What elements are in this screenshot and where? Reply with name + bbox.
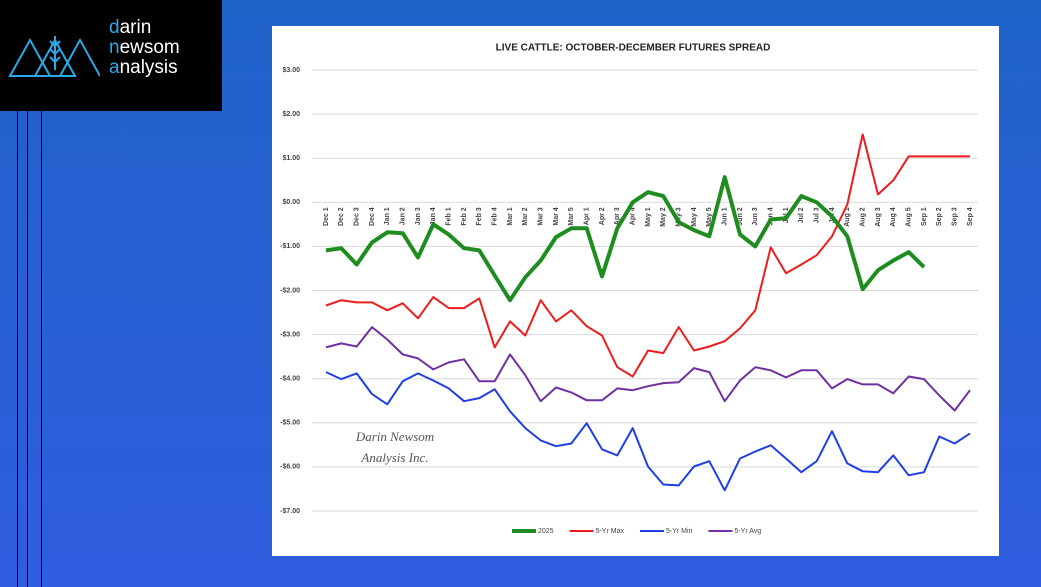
legend-label: 2025	[538, 528, 554, 535]
x-tick-label: Jul 2	[798, 207, 805, 223]
x-tick-label: Sep 4	[967, 207, 974, 226]
x-tick-label: May 4	[691, 207, 698, 227]
y-tick-label: -$7.00	[280, 508, 300, 515]
x-tick-label: Aug 3	[875, 207, 882, 227]
divider	[17, 111, 18, 587]
x-tick-label: Mar 3	[538, 207, 545, 225]
x-tick-label: Jan 3	[415, 207, 422, 225]
watermark: Analysis Inc.	[360, 450, 428, 465]
x-tick-label: May 5	[706, 207, 713, 227]
x-tick-label: Feb 4	[492, 207, 499, 225]
y-tick-label: -$5.00	[280, 420, 300, 427]
y-tick-label: $1.00	[282, 155, 300, 162]
x-tick-label: Aug 4	[890, 207, 897, 227]
legend-label: 5-Yr Avg	[734, 528, 761, 535]
logo-text: darin newsom analysis	[109, 18, 180, 78]
series-line	[325, 133, 970, 378]
x-tick-label: May 2	[660, 207, 667, 227]
x-tick-label: Jun 4	[768, 207, 775, 225]
x-tick-label: Jun 3	[752, 207, 759, 225]
x-tick-label: Mar 1	[507, 207, 514, 225]
watermark: Darin Newsom	[355, 429, 434, 444]
logo-icon	[8, 36, 100, 77]
divider	[41, 111, 42, 587]
x-tick-label: Sep 3	[952, 207, 959, 226]
y-tick-label: -$3.00	[280, 331, 300, 338]
x-tick-label: Apr 4	[630, 207, 637, 225]
x-tick-label: Feb 3	[476, 207, 483, 225]
legend-label: 5-Yr Max	[596, 528, 625, 535]
legend-label: 5-Yr Min	[666, 528, 693, 535]
x-tick-label: Feb 1	[446, 207, 453, 225]
x-tick-label: Dec 2	[338, 207, 345, 226]
x-tick-label: Jan 1	[384, 207, 391, 225]
chart-panel: LIVE CATTLE: OCTOBER-DECEMBER FUTURES SP…	[272, 26, 999, 556]
logo: darin newsom analysis	[0, 0, 222, 111]
x-tick-label: Apr 3	[614, 207, 621, 225]
series-line	[325, 371, 971, 492]
x-tick-label: Sep 1	[921, 207, 928, 226]
series-line	[325, 326, 971, 412]
x-tick-label: Mar 2	[522, 207, 529, 225]
y-tick-label: $3.00	[282, 67, 300, 74]
y-tick-label: -$6.00	[280, 464, 300, 471]
y-tick-label: -$4.00	[280, 376, 300, 383]
y-tick-label: -$1.00	[280, 243, 300, 250]
y-tick-label: -$2.00	[280, 287, 300, 294]
x-tick-label: Dec 4	[369, 207, 376, 226]
x-tick-label: May 1	[645, 207, 652, 227]
x-tick-label: Jul 3	[814, 207, 821, 223]
x-tick-label: Jan 2	[400, 207, 407, 225]
x-tick-label: Feb 2	[461, 207, 468, 225]
x-tick-label: May 3	[676, 207, 683, 227]
x-tick-label: Sep 2	[936, 207, 943, 226]
y-tick-label: $0.00	[282, 199, 300, 206]
x-tick-label: Mar 4	[553, 207, 560, 225]
x-tick-label: Aug 2	[860, 207, 867, 227]
x-tick-label: Mar 5	[568, 207, 575, 225]
x-tick-label: Jun 1	[722, 207, 729, 225]
divider	[27, 111, 28, 587]
x-tick-label: Apr 1	[584, 207, 591, 225]
x-tick-label: Apr 2	[599, 207, 606, 225]
logo-line: darin	[109, 17, 152, 38]
x-tick-label: Jun 2	[737, 207, 744, 225]
x-tick-label: Dec 3	[354, 207, 361, 226]
chart: LIVE CATTLE: OCTOBER-DECEMBER FUTURES SP…	[280, 43, 978, 535]
logo-line: analysis	[109, 57, 178, 78]
x-tick-label: Dec 1	[323, 207, 330, 226]
logo-line: newsom	[109, 37, 180, 58]
chart-title: LIVE CATTLE: OCTOBER-DECEMBER FUTURES SP…	[496, 43, 771, 54]
x-tick-label: Aug 1	[844, 207, 851, 227]
series-line	[325, 175, 926, 303]
x-tick-label: Aug 5	[906, 207, 913, 227]
y-tick-label: $2.00	[282, 111, 300, 118]
x-tick-label: Jan 4	[430, 207, 437, 225]
